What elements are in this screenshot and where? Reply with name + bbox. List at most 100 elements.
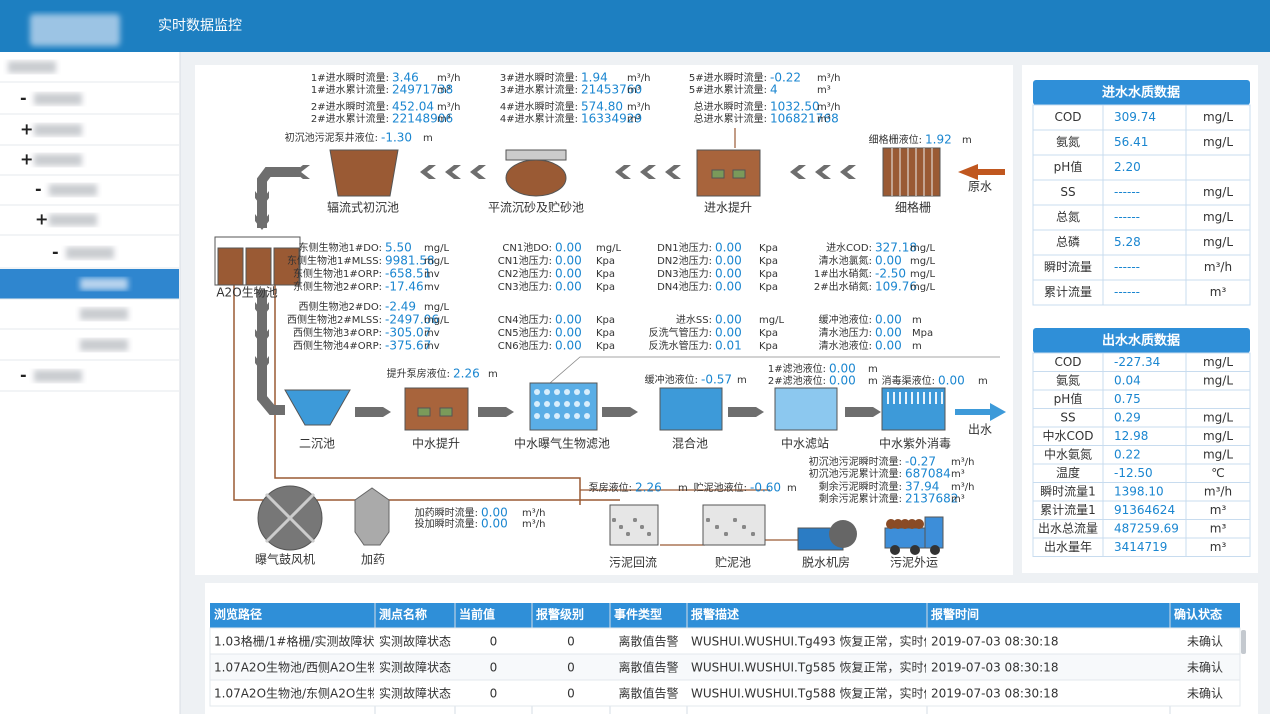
sludge-dot bbox=[626, 532, 630, 536]
tree-toggle[interactable]: - bbox=[52, 243, 59, 262]
table-title-bar bbox=[1033, 328, 1250, 353]
reading-value: 2.26 bbox=[453, 367, 480, 381]
reading-unit: Kpa bbox=[759, 282, 778, 293]
tree-toggle[interactable]: + bbox=[20, 120, 33, 139]
reading-value: 687084 bbox=[905, 467, 951, 481]
sidebar-label-blurred bbox=[80, 339, 128, 351]
flow-arrow bbox=[640, 165, 656, 179]
quality-value: ------ bbox=[1114, 285, 1140, 299]
bubble bbox=[534, 401, 540, 407]
reading-value: 574.80 bbox=[581, 100, 623, 114]
reading-unit: m³/h bbox=[437, 102, 460, 113]
tank bbox=[702, 504, 766, 546]
tree-toggle[interactable]: + bbox=[20, 150, 33, 169]
quality-value: ------ bbox=[1114, 260, 1140, 274]
flow-arrow bbox=[420, 165, 436, 179]
reading-label: 5#进水瞬时流量: bbox=[689, 71, 767, 84]
flow-arrow bbox=[470, 165, 486, 179]
reading-label: 加药瞬时流量: bbox=[415, 506, 478, 519]
reading-unit: Kpa bbox=[596, 328, 615, 339]
quality-unit: mg/L bbox=[1203, 447, 1233, 461]
reading-value: -1.30 bbox=[381, 131, 412, 145]
reading-label: 3#进水累计流量: bbox=[500, 83, 578, 96]
reading-label: 1#出水硝氮: bbox=[814, 267, 872, 280]
reading-unit: Kpa bbox=[596, 256, 615, 267]
quality-value: -12.50 bbox=[1114, 466, 1153, 480]
table-row bbox=[1032, 537, 1251, 557]
quality-name: 瞬时流量1 bbox=[1040, 484, 1096, 498]
reading-value: 1.92 bbox=[925, 133, 952, 147]
bubble bbox=[554, 413, 560, 419]
reading-value: 0.00 bbox=[875, 254, 902, 268]
reading-value: 0.00 bbox=[715, 326, 742, 340]
bubble bbox=[584, 413, 590, 419]
reading-label: CN3池压力: bbox=[498, 280, 552, 293]
outlet-arrow bbox=[955, 403, 1006, 421]
reading-label: DN1池压力: bbox=[657, 241, 712, 254]
alarm-cell: WUSHUI.WUSHUI.Tg588 恢复正常，实时值: bbox=[691, 686, 940, 701]
sludge-dot bbox=[715, 525, 719, 529]
reading-label: 贮泥池液位: bbox=[694, 481, 747, 494]
quality-name: SS bbox=[1060, 185, 1075, 199]
alarm-table: 浏览路径 测点名称 当前值 报警级别 事件类型 报警描述 报警时间 确认状态 1.03格栅/1#… bbox=[209, 603, 1246, 714]
reading-unit: m³/h bbox=[817, 73, 840, 84]
bubble bbox=[544, 401, 550, 407]
reading-label: 东侧生物池1#MLSS: bbox=[287, 254, 382, 267]
tree-toggle[interactable]: + bbox=[35, 210, 48, 229]
reading-label: 西侧生物池2#DO: bbox=[298, 300, 382, 313]
sludge-load bbox=[900, 519, 910, 529]
reading-unit: mg/L bbox=[424, 243, 449, 254]
tree-toggle[interactable]: - bbox=[20, 366, 27, 385]
reading-value: 2137682 bbox=[905, 492, 958, 506]
reading-unit: m bbox=[868, 376, 878, 387]
reading-value: -2497.06 bbox=[385, 313, 439, 327]
unit-label: 混合池 bbox=[672, 436, 708, 451]
reading-value: -0.60 bbox=[750, 481, 781, 495]
quality-unit: m³/h bbox=[1204, 260, 1232, 274]
unit-label: 二沉池 bbox=[299, 437, 335, 451]
reading-unit: mg/L bbox=[910, 269, 935, 280]
pump bbox=[711, 169, 725, 179]
reading-unit: Kpa bbox=[759, 328, 778, 339]
reading-unit: Kpa bbox=[759, 269, 778, 280]
pipe bbox=[233, 285, 620, 501]
logo bbox=[30, 14, 120, 46]
reading-value: 1032.50 bbox=[770, 100, 820, 114]
unit-label: 加药 bbox=[361, 553, 385, 567]
reading-unit: m bbox=[678, 483, 688, 494]
reading-unit: m³ bbox=[817, 85, 831, 96]
truck-wheel bbox=[930, 545, 940, 555]
bubble bbox=[584, 401, 590, 407]
grit-tank bbox=[505, 159, 567, 197]
quality-name: 温度 bbox=[1056, 465, 1080, 480]
table-title: 出水水质数据 bbox=[1102, 333, 1180, 349]
alarm-cell: 未确认 bbox=[1187, 661, 1223, 675]
unit-label: 细格栅 bbox=[895, 200, 931, 215]
quality-unit: m³ bbox=[1210, 285, 1227, 299]
quality-value: 91364624 bbox=[1114, 503, 1175, 517]
tree-toggle[interactable]: - bbox=[35, 180, 42, 199]
reading-unit: m³/h bbox=[951, 457, 974, 468]
tree-toggle[interactable]: - bbox=[20, 89, 27, 108]
sidebar-label-blurred bbox=[34, 124, 82, 136]
tank bbox=[404, 387, 469, 431]
reading-unit: Kpa bbox=[596, 282, 615, 293]
alarm-header-cell: 浏览路径 bbox=[214, 607, 262, 622]
alarm-cell: 0 bbox=[567, 661, 575, 675]
reading-label: 初沉池污泥瞬时流量: bbox=[809, 455, 902, 468]
sludge-dot bbox=[742, 525, 746, 529]
alarm-cell: 离散值告警 bbox=[618, 686, 678, 701]
unit-label: 中水曝气生物滤池 bbox=[514, 436, 610, 451]
reading-unit: mg/L bbox=[910, 256, 935, 267]
sludge-dot bbox=[612, 518, 616, 522]
reading-unit: m³/h bbox=[817, 102, 840, 113]
quality-value: 12.98 bbox=[1114, 429, 1148, 443]
reading-value: 0.00 bbox=[555, 241, 582, 255]
flow-arrow bbox=[255, 191, 269, 207]
quality-unit: mg/L bbox=[1203, 355, 1233, 369]
reading-unit: m bbox=[488, 369, 498, 380]
reading-unit: m³/h bbox=[522, 508, 545, 519]
reading-label: 2#进水累计流量: bbox=[311, 112, 389, 125]
pump bbox=[417, 407, 431, 417]
quality-unit: mg/L bbox=[1203, 429, 1233, 443]
